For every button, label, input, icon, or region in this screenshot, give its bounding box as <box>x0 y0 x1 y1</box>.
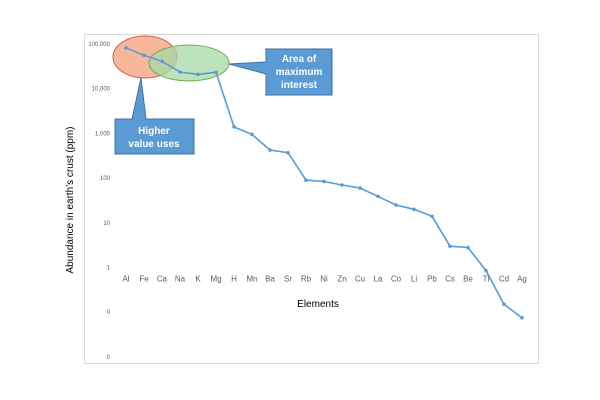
data-point-fe <box>142 53 146 58</box>
data-point-mg <box>214 70 218 75</box>
data-point-mn <box>250 132 254 137</box>
callout-higher-value-line-1: Higher <box>138 126 170 137</box>
data-point-ni <box>322 179 326 184</box>
x-tick-label-rb: Rb <box>301 275 312 284</box>
x-tick-label-li: Li <box>411 275 417 284</box>
callout-max-interest-line-3: interest <box>281 80 318 91</box>
callout-higher-value: Higher value uses <box>114 77 195 155</box>
series-abundance <box>124 46 524 320</box>
x-tick-label-fe: Fe <box>139 275 149 284</box>
data-point-ca <box>160 59 164 64</box>
callout-higher-value-line-2: value uses <box>128 139 180 150</box>
data-point-k <box>196 72 200 77</box>
callout-max-interest-line-2: maximum <box>276 67 323 78</box>
data-point-cd <box>502 302 506 307</box>
x-tick-label-mg: Mg <box>210 275 221 284</box>
data-point-rb <box>304 178 308 182</box>
y-tick-label: 0 <box>107 310 111 316</box>
data-point-zn <box>340 183 344 187</box>
callout-max-interest: Area of maximum interest <box>228 48 333 96</box>
highlight-ellipse-max-interest <box>148 44 230 82</box>
x-tick-label-ni: Ni <box>320 275 328 284</box>
data-point-ag <box>520 315 524 320</box>
x-tick-label-al: Al <box>122 275 129 284</box>
data-point-be <box>466 245 470 250</box>
y-tick-label: 100,000 <box>88 42 110 48</box>
y-tick-label: 10,000 <box>92 87 111 93</box>
data-point-na <box>178 70 182 74</box>
x-axis-title: Elements <box>297 299 339 310</box>
x-tick-label-co: Co <box>391 275 402 284</box>
x-tick-label-zn: Zn <box>337 275 346 284</box>
y-tick-label: 100 <box>100 176 111 182</box>
x-tick-label-h: H <box>231 275 237 284</box>
y-tick-label: 10 <box>103 221 110 227</box>
data-point-al <box>124 46 128 50</box>
x-tick-label-ba: Ba <box>265 275 275 284</box>
x-tick-label-cu: Cu <box>355 275 365 284</box>
x-tick-label-tl: Tl <box>483 275 490 284</box>
x-tick-label-la: La <box>374 275 383 284</box>
y-tick-label: 1,000 <box>95 131 111 137</box>
x-tick-label-cs: Cs <box>445 275 455 284</box>
data-point-cu <box>358 186 362 190</box>
x-tick-label-be: Be <box>463 275 473 284</box>
x-tick-label-cd: Cd <box>499 275 509 284</box>
data-point-cs <box>448 244 452 248</box>
x-axis: Al Fe Ca Na K Mg H Mn Ba Sr Rb Ni Zn Cu La Co Li Pb Cs Be Tl… <box>122 275 526 284</box>
x-tick-label-ag: Ag <box>517 275 527 284</box>
data-point-li <box>412 207 416 212</box>
callout-max-interest-line-1: Area of <box>282 54 317 65</box>
chart-frame <box>84 34 539 364</box>
data-point-ba <box>268 148 272 152</box>
x-tick-label-ca: Ca <box>157 275 168 284</box>
y-axis-title: Abundance in earth's crust (ppm) <box>65 127 76 274</box>
x-tick-label-sr: Sr <box>284 275 292 284</box>
x-tick-label-k: K <box>195 275 201 284</box>
x-tick-label-pb: Pb <box>427 275 437 284</box>
data-point-la <box>376 194 380 199</box>
y-tick-label: 0 <box>107 355 111 361</box>
data-point-co <box>394 203 398 207</box>
x-tick-label-na: Na <box>175 275 186 284</box>
x-tick-label-mn: Mn <box>246 275 257 284</box>
data-point-h <box>232 125 236 129</box>
data-point-pb <box>430 214 434 219</box>
data-point-sr <box>286 150 290 155</box>
data-point-tl <box>484 268 488 273</box>
y-tick-label: 1 <box>107 266 111 272</box>
